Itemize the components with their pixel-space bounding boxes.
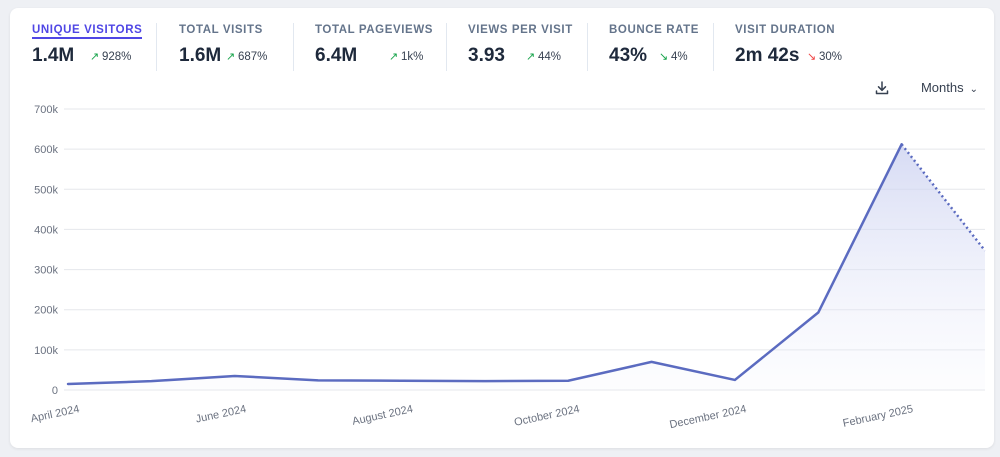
data-point[interactable] [148,378,154,384]
metric-change-value: 44% [538,51,562,63]
metric-change-value: 928% [102,51,132,63]
data-point[interactable] [65,381,71,387]
data-point[interactable] [232,373,238,379]
metric-change: ↗ 1k% [389,50,423,63]
data-point[interactable] [649,359,655,365]
series-line [66,143,903,386]
data-point[interactable] [899,141,905,147]
y-tick-label: 500k [34,184,58,196]
y-tick-label: 100k [34,345,58,357]
y-tick-label: 300k [34,265,58,277]
arrow-up-right-icon: ↗ [90,51,100,63]
metric-unique-visitors[interactable]: UNIQUE VISITORS 1.4M ↗ 928% [32,8,162,88]
divider [156,23,157,71]
metric-change: ↘ 4% [659,50,688,63]
metric-total-visits[interactable]: TOTAL VISITS 1.6M ↗ 687% [179,8,299,88]
divider [293,23,294,71]
data-point[interactable] [732,377,738,383]
arrow-up-right-icon: ↗ [389,51,399,63]
interval-select[interactable]: Months ⌄ [921,80,978,95]
arrow-down-right-icon: ↘ [807,51,817,63]
metric-label: TOTAL PAGEVIEWS [315,24,434,36]
metric-change-value: 1k% [401,51,424,63]
y-tick-label: 600k [34,144,58,156]
metric-value: 1.4M [32,45,75,66]
chart-card: UNIQUE VISITORS 1.4M ↗ 928% TOTAL VISITS … [10,8,994,448]
metric-value: 2m 42s [735,45,800,66]
arrow-down-right-icon: ↘ [659,51,669,63]
metric-value: 1.6M [179,45,222,66]
data-point[interactable] [315,377,321,383]
x-tick-label: June 2024 [195,403,248,425]
x-tick-label: April 2024 [30,403,81,425]
x-tick-label: February 2025 [842,403,914,430]
arrow-up-right-icon: ↗ [226,51,236,63]
data-point[interactable] [565,378,571,384]
y-tick-label: 200k [34,305,58,317]
metric-bounce-rate[interactable]: BOUNCE RATE 43% ↘ 4% [609,8,709,88]
chevron-down-icon: ⌄ [969,84,978,95]
divider [587,23,588,71]
metric-views-per-visit[interactable]: VIEWS PER VISIT 3.93 ↗ 44% [468,8,588,88]
metric-visit-duration[interactable]: VISIT DURATION 2m 42s ↘ 30% [735,8,875,88]
data-point[interactable] [482,378,488,384]
x-tick-label: August 2024 [351,403,414,428]
metric-change-value: 4% [671,51,688,63]
metric-total-pageviews[interactable]: TOTAL PAGEVIEWS 6.4M ↗ 1k% [315,8,450,88]
metric-change: ↘ 30% [807,50,842,63]
arrow-up-right-icon: ↗ [526,51,536,63]
metric-change-value: 687% [238,51,268,63]
divider [446,23,447,71]
divider [713,23,714,71]
y-tick-label: 0 [52,385,58,397]
metric-label: UNIQUE VISITORS [32,24,143,39]
x-tick-label: December 2024 [668,403,747,431]
metric-change: ↗ 44% [526,50,561,63]
metric-label: TOTAL VISITS [179,24,263,36]
data-point[interactable] [815,310,821,316]
metric-value: 3.93 [468,45,505,66]
metric-label: BOUNCE RATE [609,24,700,36]
data-point[interactable] [398,378,404,384]
metric-change: ↗ 687% [226,50,267,63]
metric-change: ↗ 928% [90,50,131,63]
y-tick-label: 700k [34,104,58,116]
metric-value: 43% [609,45,648,66]
metric-change-value: 30% [819,51,843,63]
y-tick-label: 400k [34,224,58,236]
x-tick-label: October 2024 [513,403,581,429]
metric-label: VISIT DURATION [735,24,836,36]
metric-value: 6.4M [315,45,358,66]
series-area [68,144,985,390]
download-icon[interactable] [874,80,892,98]
interval-label: Months [920,80,964,95]
data-point[interactable] [982,248,988,254]
metric-label: VIEWS PER VISIT [468,24,573,36]
